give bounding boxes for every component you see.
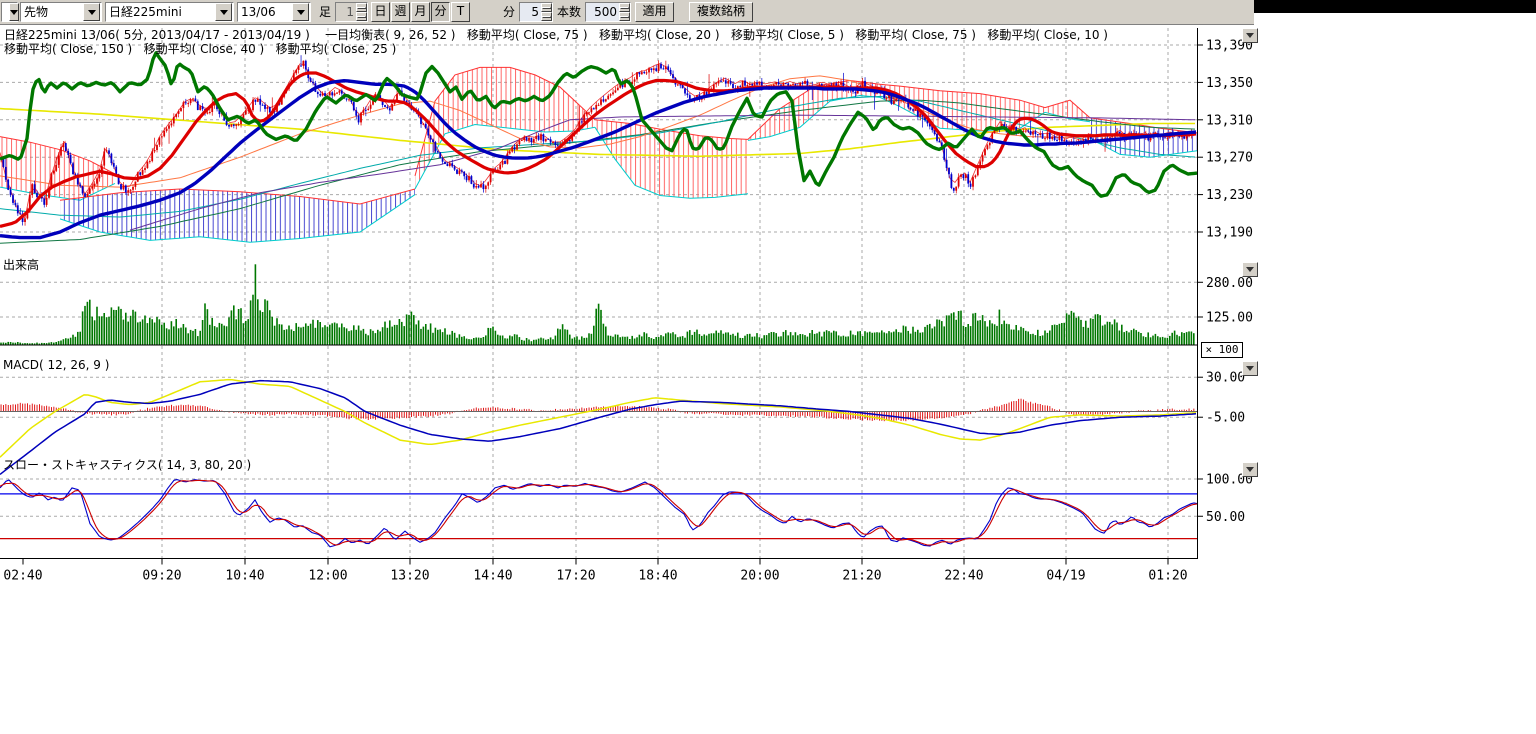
multi-symbol-button[interactable]: 複数銘柄 bbox=[689, 2, 753, 22]
spin-down-icon[interactable] bbox=[541, 12, 552, 21]
spin-up-icon[interactable] bbox=[356, 3, 367, 12]
apply-button[interactable]: 適用 bbox=[635, 2, 674, 22]
time-axis-label: 02:40 bbox=[3, 569, 42, 584]
spin-down-icon[interactable] bbox=[619, 12, 630, 21]
spin-up-icon[interactable] bbox=[619, 3, 630, 12]
period-minute-button[interactable]: 分 bbox=[431, 2, 450, 22]
instrument-type-combobox[interactable]: 先物 bbox=[20, 2, 102, 22]
period-day-button[interactable]: 日 bbox=[371, 2, 390, 22]
time-axis-label: 18:40 bbox=[638, 569, 677, 584]
time-axis-label: 20:00 bbox=[740, 569, 779, 584]
chart-header-line2: 移動平均( Close, 150 ) 移動平均( Close, 40 ) 移動平… bbox=[4, 40, 396, 57]
toolbar: 先物 日経225mini 13/06 足 1 日 週 月 分 T 分 5 本数 bbox=[0, 0, 1254, 25]
symbol-combobox[interactable]: 日経225mini bbox=[105, 2, 234, 22]
time-axis-label: 10:40 bbox=[225, 569, 264, 584]
axis-tick-label: 280.00 bbox=[1206, 276, 1253, 291]
time-axis-label: 14:40 bbox=[473, 569, 512, 584]
axis-tick-label: 13,190 bbox=[1206, 226, 1253, 241]
chart-canvas: 13,39013,35013,31013,27013,23013,190280.… bbox=[0, 0, 1536, 734]
time-axis-label: 09:20 bbox=[142, 569, 181, 584]
time-axis-label: 22:40 bbox=[944, 569, 983, 584]
bar-type-label: 足 bbox=[319, 2, 331, 22]
app-window: 13,39013,35013,31013,27013,23013,190280.… bbox=[0, 0, 1536, 734]
chevron-down-icon[interactable] bbox=[9, 3, 19, 21]
price-pane-menu-button[interactable] bbox=[1242, 28, 1258, 43]
bar-count-value: 500 bbox=[586, 3, 619, 21]
period-month-button[interactable]: 月 bbox=[411, 2, 430, 22]
chevron-down-icon[interactable] bbox=[83, 3, 100, 21]
time-axis-label: 17:20 bbox=[556, 569, 595, 584]
time-axis-label: 21:20 bbox=[842, 569, 881, 584]
period-week-button[interactable]: 週 bbox=[391, 2, 410, 22]
axis-tick-label: 13,310 bbox=[1206, 113, 1253, 128]
minutes-stepper[interactable]: 5 bbox=[519, 2, 553, 22]
mini-combobox[interactable] bbox=[1, 2, 18, 22]
axis-tick-label: 50.00 bbox=[1206, 510, 1245, 525]
minutes-value: 5 bbox=[520, 3, 541, 21]
axis-tick-label: 13,350 bbox=[1206, 76, 1253, 91]
chevron-down-icon[interactable] bbox=[292, 3, 309, 21]
stochastics-pane-menu-button[interactable] bbox=[1242, 462, 1258, 477]
bar-count-stepper[interactable]: 500 bbox=[585, 2, 631, 22]
bar-interval-value: 1 bbox=[336, 3, 356, 21]
time-axis-label: 13:20 bbox=[390, 569, 429, 584]
instrument-type-value: 先物 bbox=[21, 3, 82, 21]
volume-pane-menu-button[interactable] bbox=[1242, 262, 1258, 277]
volume-scale-badge: × 100 bbox=[1201, 342, 1243, 358]
axis-tick-label: 13,270 bbox=[1206, 151, 1253, 166]
symbol-value: 日経225mini bbox=[106, 3, 214, 21]
axis-tick-label: 30.00 bbox=[1206, 371, 1245, 386]
stochastics-pane-label: スロー・ストキャスティクス( 14, 3, 80, 20 ) bbox=[3, 456, 251, 473]
bar-interval-stepper[interactable]: 1 bbox=[335, 2, 368, 22]
chevron-down-icon[interactable] bbox=[215, 3, 232, 21]
axis-tick-label: 125.00 bbox=[1206, 311, 1253, 326]
time-axis-label: 01:20 bbox=[1148, 569, 1187, 584]
macd-pane-menu-button[interactable] bbox=[1242, 361, 1258, 376]
volume-pane-label: 出来高 bbox=[3, 256, 39, 273]
minutes-label: 分 bbox=[503, 2, 515, 22]
contract-month-value: 13/06 bbox=[238, 3, 291, 21]
contract-month-combobox[interactable]: 13/06 bbox=[237, 2, 311, 22]
macd-pane-label: MACD( 12, 26, 9 ) bbox=[3, 358, 109, 372]
bar-count-label: 本数 bbox=[557, 2, 581, 22]
window-edge-strip bbox=[1254, 0, 1536, 13]
spin-down-icon[interactable] bbox=[356, 12, 367, 21]
time-axis-label: 04/19 bbox=[1046, 569, 1085, 584]
period-tick-button[interactable]: T bbox=[451, 2, 470, 22]
axis-tick-label: 13,230 bbox=[1206, 188, 1253, 203]
time-axis-label: 12:00 bbox=[308, 569, 347, 584]
axis-tick-label: -5.00 bbox=[1206, 411, 1245, 426]
spin-up-icon[interactable] bbox=[541, 3, 552, 12]
